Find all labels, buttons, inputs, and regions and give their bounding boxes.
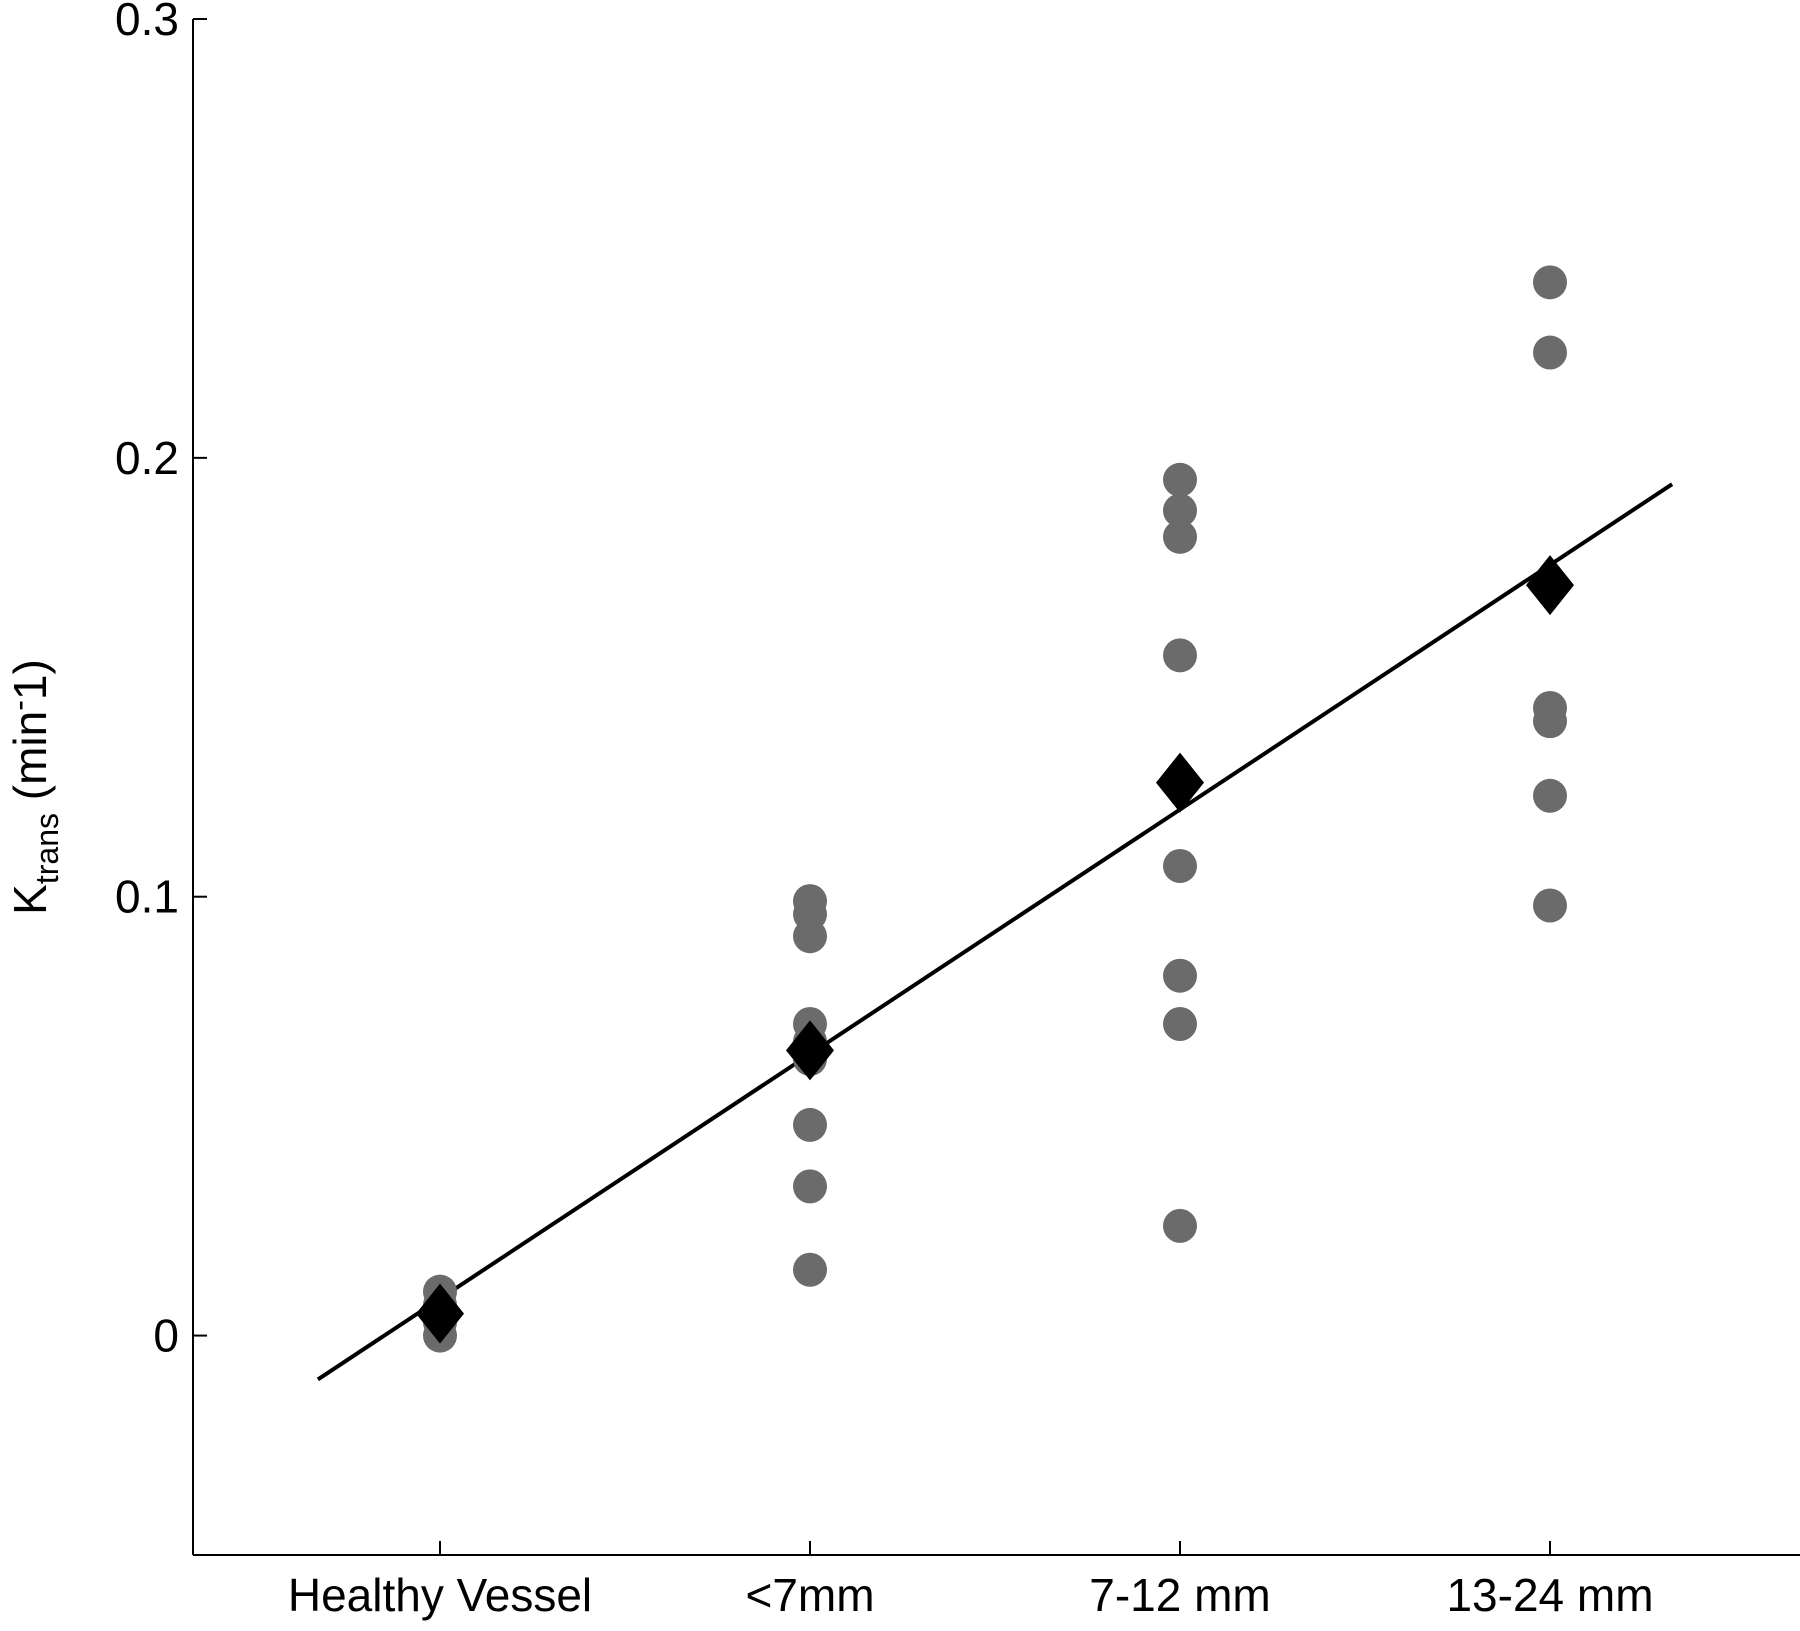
data-point — [1163, 1006, 1197, 1041]
data-point — [1163, 848, 1197, 883]
data-point — [793, 1107, 827, 1142]
mean-diamond-marker — [786, 1020, 834, 1081]
mean-diamond-marker — [1156, 752, 1204, 813]
data-point — [793, 919, 827, 954]
x-axis-ticks: Healthy Vessel <7mm 7-12 mm 13-24 mm — [288, 1541, 1654, 1621]
x-tick-label: 7-12 mm — [1089, 1569, 1270, 1621]
data-point — [793, 1169, 827, 1204]
data-point — [1163, 462, 1197, 497]
y-axis-label-main: K — [4, 884, 56, 915]
mean-diamond-marker — [1526, 555, 1574, 616]
data-point — [1163, 958, 1197, 993]
data-points — [416, 265, 1574, 1353]
data-point — [1163, 519, 1197, 554]
trend-line — [316, 482, 1674, 1382]
x-tick-label: Healthy Vessel — [288, 1569, 592, 1621]
y-tick-label: 0.2 — [115, 432, 179, 484]
data-point — [1533, 265, 1567, 300]
trend-line-group — [316, 482, 1674, 1382]
data-point — [1533, 335, 1567, 370]
x-tick-label: <7mm — [745, 1569, 874, 1621]
data-point — [1533, 888, 1567, 923]
data-point — [1533, 778, 1567, 813]
y-tick-label: 0.3 — [115, 0, 179, 45]
y-axis-ticks: 0 0.1 0.2 0.3 — [115, 0, 207, 1362]
data-point — [1163, 1208, 1197, 1243]
y-tick-label: 0.1 — [115, 871, 179, 923]
data-point — [1163, 638, 1197, 673]
y-axis-label-subscript: trans — [29, 813, 65, 884]
x-tick-label: 13-24 mm — [1446, 1569, 1653, 1621]
data-point — [1533, 704, 1567, 739]
data-point — [1163, 493, 1197, 528]
y-axis-label-unit-open: (min — [4, 711, 56, 813]
y-tick-label: 0 — [153, 1310, 179, 1362]
y-axis-label-superscript: - — [1, 700, 37, 711]
y-axis-label-unit-close: 1) — [4, 659, 56, 700]
y-axis-label: Ktrans (min-1) — [1, 659, 65, 915]
mean-diamond-marker — [416, 1283, 464, 1344]
data-point — [793, 1252, 827, 1287]
